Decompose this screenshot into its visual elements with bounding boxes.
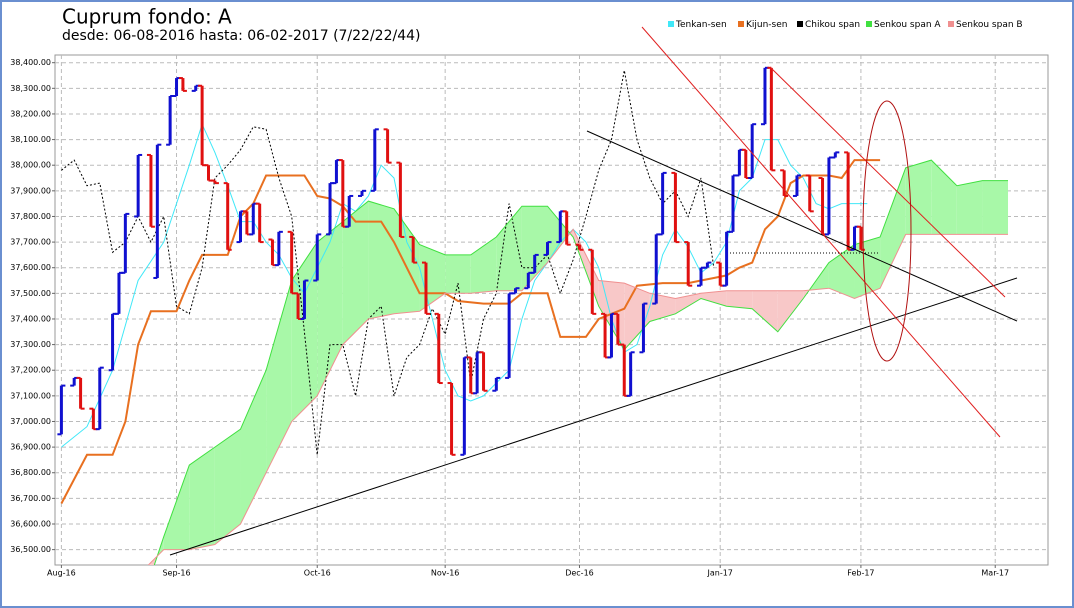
cloud (547, 206, 571, 263)
cloud (266, 280, 292, 473)
highlight-ellipse (862, 100, 912, 362)
y-tick-label: 38,200.00 (10, 109, 51, 118)
y-tick-label: 37,800.00 (10, 212, 51, 221)
y-tick-label: 37,500.00 (10, 289, 51, 298)
series-line (147, 228, 1008, 565)
x-tick-label: Aug-16 (47, 569, 76, 578)
y-tick-label: 37,300.00 (10, 340, 51, 349)
y-tick-label: 36,800.00 (10, 468, 51, 477)
axes: 36,500.00 36,600.00 36,700.00 36,800.00 36,9… (10, 58, 1009, 577)
cloud (570, 229, 574, 237)
annotations (169, 26, 1018, 556)
cloud (777, 290, 804, 332)
y-tick-label: 36,600.00 (10, 519, 51, 528)
channel-line (769, 66, 1006, 298)
cloud (317, 221, 343, 396)
cloud (291, 242, 318, 422)
chart-title: Cuprum fondo: A (62, 5, 232, 29)
y-tick-label: 36,700.00 (10, 494, 51, 503)
cloud (189, 447, 215, 550)
legend-label: Chikou span (805, 20, 860, 30)
x-tick-label: Nov-16 (431, 569, 459, 578)
channel-line (641, 26, 1001, 438)
cloud (445, 254, 471, 294)
series-line (60, 159, 881, 504)
legend-swatch (668, 21, 674, 27)
legend: Tenkan-sen Kijun-sen Chikou span Senkou spa… (668, 20, 1023, 30)
legend-label: Kijun-sen (746, 20, 788, 30)
cloud (880, 167, 906, 289)
x-tick-label: Feb-17 (847, 569, 874, 578)
cloud (956, 180, 983, 235)
y-tick-label: 37,600.00 (10, 263, 51, 272)
y-tick-label: 36,500.00 (10, 545, 51, 554)
x-tick-label: Jan-17 (706, 569, 732, 578)
cloud (342, 201, 369, 345)
legend-swatch (948, 21, 954, 27)
legend-label: Senkou span A (874, 20, 941, 30)
chart-subtitle: desde: 06-08-2016 hasta: 06-02-2017 (7/2… (62, 28, 421, 44)
y-tick-label: 38,100.00 (10, 135, 51, 144)
x-tick-label: Oct-16 (304, 569, 331, 578)
cloud (214, 429, 241, 545)
x-tick-label: Dec-16 (565, 569, 594, 578)
y-tick-label: 37,700.00 (10, 238, 51, 247)
cloud (163, 465, 190, 550)
cloud (624, 283, 650, 350)
y-tick-label: 37,200.00 (10, 366, 51, 375)
y-tick-label: 37,100.00 (10, 391, 51, 400)
y-tick-label: 37,400.00 (10, 314, 51, 323)
y-tick-label: 38,000.00 (10, 161, 51, 170)
legend-swatch (797, 21, 803, 27)
y-tick-label: 37,000.00 (10, 417, 51, 426)
y-tick-label: 38,300.00 (10, 84, 51, 93)
cloud (368, 201, 394, 319)
series-line (61, 70, 715, 455)
cloud (470, 236, 497, 294)
y-tick-label: 38,400.00 (10, 58, 51, 67)
cloud (752, 290, 778, 332)
legend-swatch (866, 21, 872, 27)
trend-line (586, 130, 1018, 322)
x-tick-label: Sep-16 (162, 569, 190, 578)
cloud (675, 293, 702, 314)
plot (57, 66, 1009, 565)
legend-swatch (738, 21, 744, 27)
cloud (905, 160, 932, 235)
legend-label: Senkou span B (956, 20, 1023, 30)
cloud (982, 180, 1009, 235)
legend-label: Tenkan-sen (675, 20, 727, 30)
y-tick-label: 37,900.00 (10, 186, 51, 195)
cloud (496, 206, 522, 291)
cloud (726, 290, 753, 309)
cloud (701, 290, 727, 307)
y-tick-label: 36,900.00 (10, 443, 51, 452)
x-tick-label: Mar-17 (981, 569, 1009, 578)
trend-line (169, 277, 1018, 556)
cloud (931, 160, 957, 235)
